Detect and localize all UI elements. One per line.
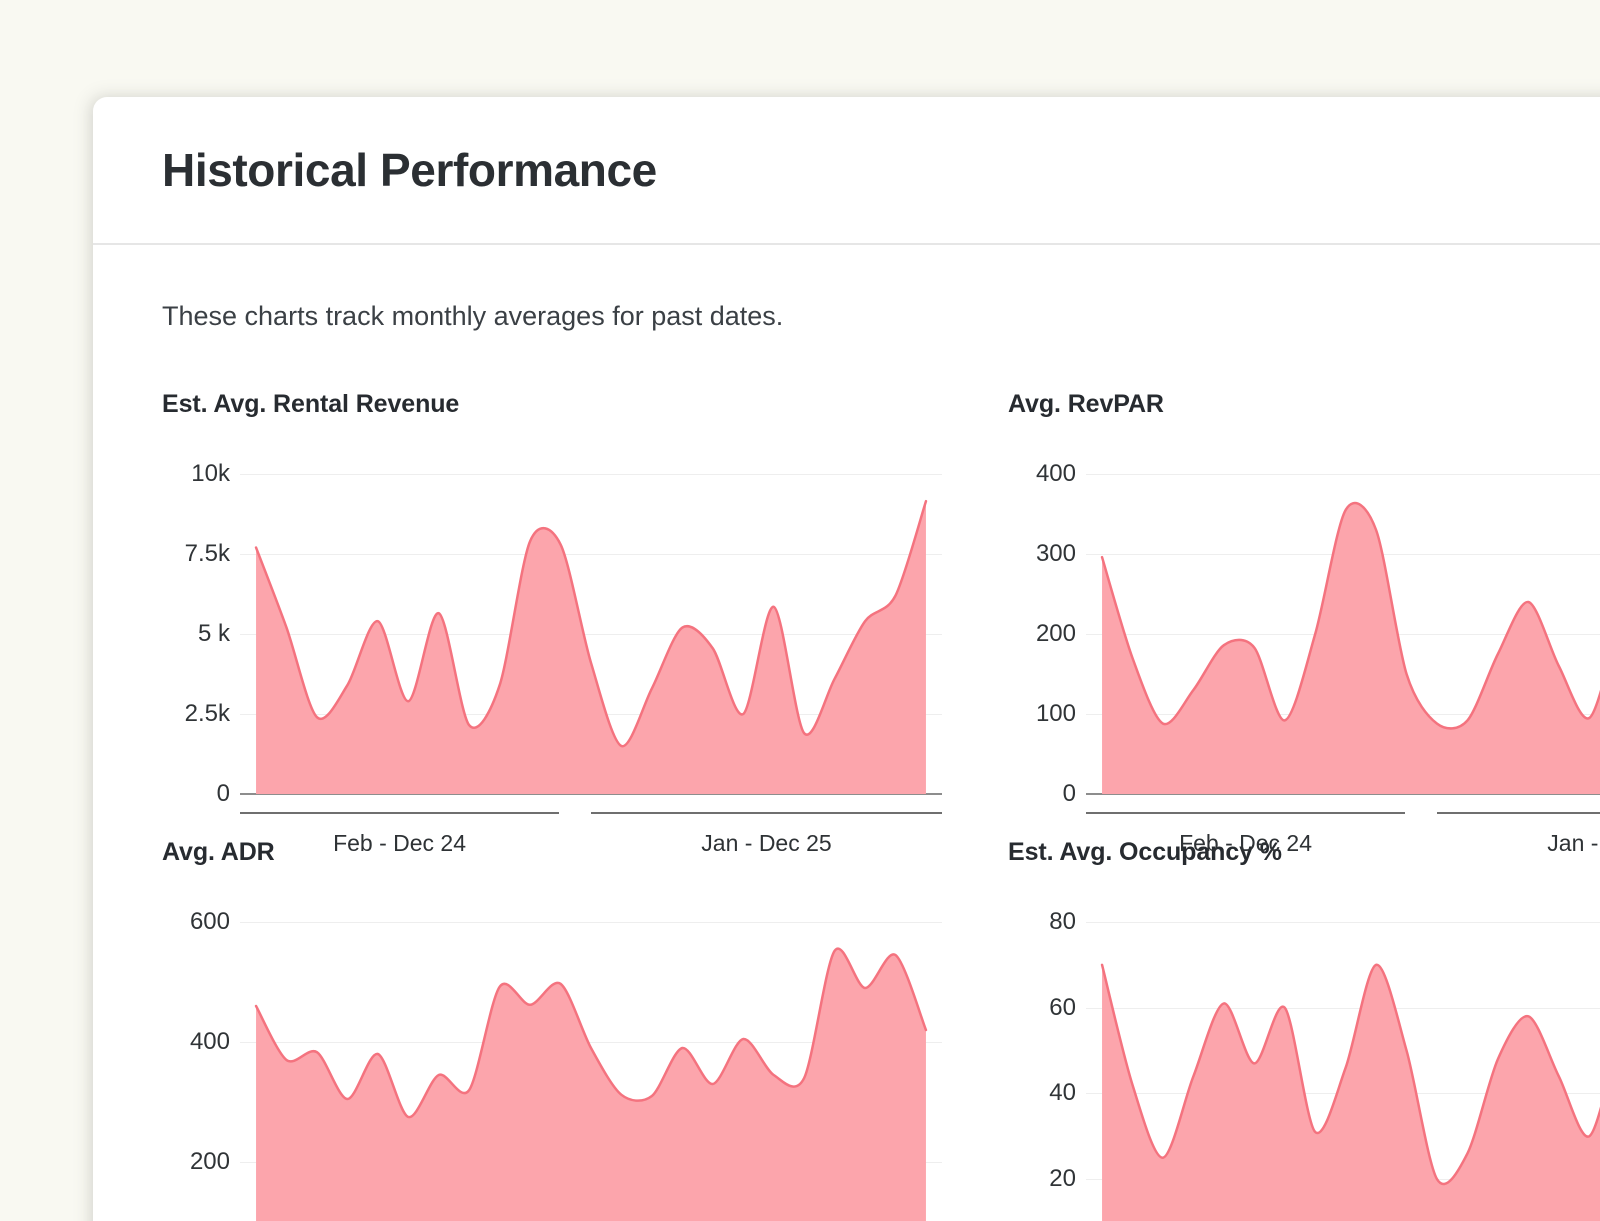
y-axis: 0 100 200 300 400: [1008, 460, 1076, 807]
y-axis-tick-label: 40: [1049, 1079, 1076, 1107]
chart-title: Est. Avg. Rental Revenue: [162, 390, 460, 418]
charts-grid: Est. Avg. Rental Revenue 0 2.5k 5 k 7.5k 10k F…: [162, 390, 1600, 1221]
series-area-chart: [240, 922, 942, 1221]
y-axis: 20 40 60 80: [1008, 908, 1076, 1221]
series-fill: [256, 501, 926, 794]
y-axis-tick-label: 20: [1049, 1165, 1076, 1193]
x-axis-groups: Feb - Dec 24 Jan - Dec 25: [240, 794, 942, 864]
y-axis: 0 2.5k 5 k 7.5k 10k: [162, 460, 230, 807]
chart-avg-revpar: Avg. RevPAR 0 100 200 300 400 Feb - Dec 24 Jan …: [1008, 390, 1600, 856]
axis-baseline: [240, 793, 942, 795]
chart-title: Avg. ADR: [162, 838, 275, 866]
page-title: Historical Performance: [162, 144, 657, 196]
chart-est-avg-occupancy-pct: Est. Avg. Occupancy % 20 40 60 80: [1008, 838, 1600, 1221]
card-description: These charts track monthly averages for …: [162, 301, 784, 331]
series-line: [256, 949, 926, 1118]
x-axis-group-bracket: [1437, 812, 1600, 814]
y-axis-tick-label: 100: [1035, 700, 1076, 727]
historical-performance-card: Historical Performance These charts trac…: [93, 97, 1600, 1221]
card-header: Historical Performance: [93, 97, 1600, 245]
x-axis-group-bracket: [591, 812, 942, 814]
y-axis-tick-label: 0: [1062, 780, 1076, 807]
y-axis-tick-label: 400: [1035, 460, 1076, 487]
series-area-chart: [1086, 922, 1600, 1221]
y-axis-tick-label: 5 k: [197, 620, 230, 647]
gridline: [240, 1042, 942, 1043]
plot-area: [240, 922, 942, 1221]
chart-avg-adr: Avg. ADR 200 400 600: [162, 838, 1008, 1221]
gridline: [240, 634, 942, 635]
y-axis-tick-label: 300: [1035, 540, 1076, 567]
x-axis-group-label: Feb - Dec 24: [1179, 830, 1313, 856]
x-axis-group: Feb - Dec 24: [240, 812, 560, 857]
y-axis-tick-label: 7.5k: [184, 540, 230, 567]
x-axis-group-bracket: [1086, 812, 1406, 814]
plot-wrapper: 0 100 200 300 400 Feb - Dec 24 Jan - Dec 25: [1008, 460, 1600, 856]
x-axis-group-label: Jan - Dec 25: [1547, 830, 1600, 856]
series-area-chart: [1086, 474, 1600, 794]
y-axis-tick-label: 10k: [191, 460, 230, 487]
plot-wrapper: 20 40 60 80: [1008, 908, 1600, 1221]
y-axis-tick-label: 400: [189, 1028, 230, 1055]
y-axis-tick-label: 200: [1035, 620, 1076, 647]
gridline: [1086, 1007, 1600, 1009]
plot-wrapper: 0 2.5k 5 k 7.5k 10k Feb - Dec 24 Jan - Dec 25: [162, 460, 942, 856]
series-line: [1102, 965, 1600, 1184]
x-axis-group: Jan - Dec 25: [1437, 812, 1600, 857]
gridline: [240, 922, 942, 923]
gridline: [240, 554, 942, 555]
chart-title: Est. Avg. Occupancy %: [1008, 838, 1282, 866]
x-axis-groups: Feb - Dec 24 Jan - Dec 25: [1086, 794, 1600, 864]
gridline: [240, 474, 942, 475]
y-axis-tick-label: 60: [1049, 993, 1076, 1021]
y-axis-tick-label: 0: [216, 780, 230, 807]
plot-area: [1086, 474, 1600, 795]
y-axis-tick-label: 200: [189, 1148, 230, 1175]
plot-area: [1086, 922, 1600, 1221]
plot-area: [240, 474, 942, 795]
x-axis-group: Jan - Dec 25: [591, 812, 942, 857]
series-area-chart: [240, 474, 942, 794]
y-axis: 200 400 600: [162, 908, 230, 1221]
y-axis-tick-label: 80: [1049, 908, 1076, 935]
series-fill: [256, 948, 926, 1221]
x-axis-group-bracket: [240, 812, 560, 814]
x-axis-group-label: Jan - Dec 25: [701, 830, 832, 856]
gridline: [1086, 474, 1600, 475]
plot-wrapper: 200 400 600: [162, 908, 942, 1221]
y-axis-tick-label: 2.5k: [184, 700, 230, 727]
axis-baseline: [1086, 793, 1600, 795]
series-fill: [1102, 503, 1600, 794]
series-line: [256, 501, 926, 746]
series-line: [1102, 503, 1600, 728]
chart-est-avg-rental-revenue: Est. Avg. Rental Revenue 0 2.5k 5 k 7.5k 10k F…: [162, 390, 1008, 856]
x-axis-group: Feb - Dec 24: [1086, 812, 1406, 857]
y-axis-tick-label: 600: [189, 908, 230, 935]
chart-title: Avg. RevPAR: [1008, 390, 1164, 418]
card-body: These charts track monthly averages for …: [93, 245, 1600, 1221]
series-fill: [1102, 964, 1600, 1221]
x-axis-group-label: Feb - Dec 24: [333, 830, 467, 856]
gridline: [1086, 922, 1600, 923]
